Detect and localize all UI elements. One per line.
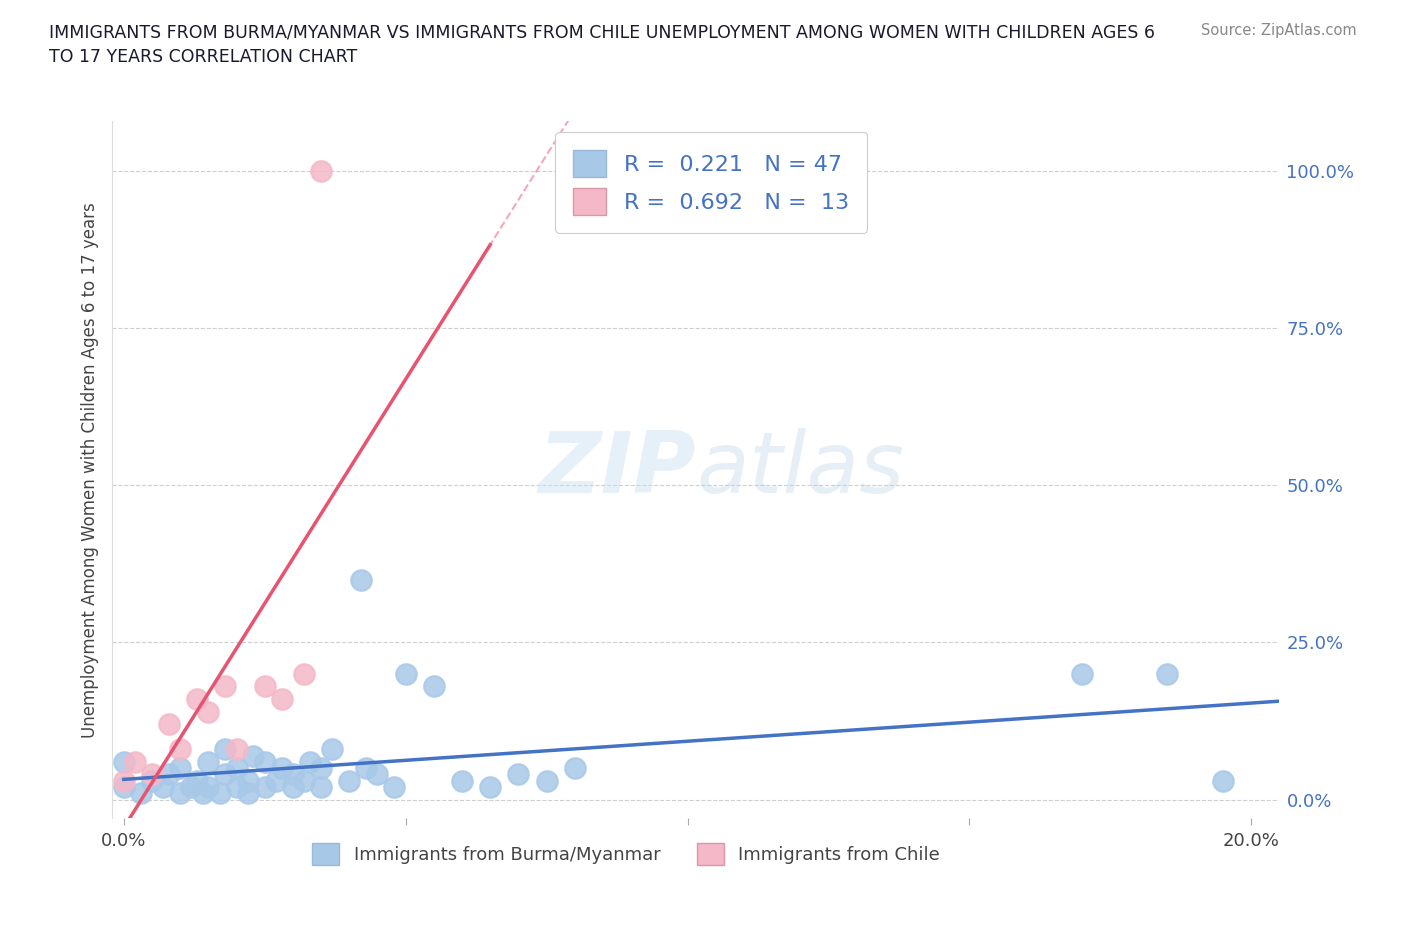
Point	[253, 679, 276, 694]
Point	[1071, 667, 1094, 682]
Legend: Immigrants from Burma/Myanmar, Immigrants from Chile: Immigrants from Burma/Myanmar, Immigrant…	[305, 836, 948, 872]
Point	[292, 667, 315, 682]
Point	[225, 742, 247, 757]
Point	[354, 761, 377, 776]
Point	[536, 773, 558, 788]
Point	[253, 754, 276, 769]
Point	[141, 767, 163, 782]
Point	[309, 761, 332, 776]
Point	[321, 742, 343, 757]
Text: atlas: atlas	[696, 428, 904, 512]
Point	[191, 786, 214, 801]
Point	[112, 773, 135, 788]
Point	[180, 779, 202, 794]
Point	[124, 754, 146, 769]
Point	[508, 767, 530, 782]
Point	[382, 779, 405, 794]
Point	[236, 773, 259, 788]
Point	[112, 779, 135, 794]
Point	[337, 773, 360, 788]
Point	[1156, 667, 1178, 682]
Point	[1212, 773, 1234, 788]
Point	[157, 717, 180, 732]
Point	[349, 572, 371, 587]
Point	[564, 761, 586, 776]
Point	[112, 754, 135, 769]
Text: ZIP: ZIP	[538, 428, 696, 512]
Point	[253, 779, 276, 794]
Point	[197, 754, 219, 769]
Y-axis label: Unemployment Among Women with Children Ages 6 to 17 years: Unemployment Among Women with Children A…	[80, 202, 98, 737]
Point	[309, 779, 332, 794]
Point	[366, 767, 388, 782]
Point	[281, 779, 304, 794]
Point	[214, 767, 236, 782]
Point	[264, 773, 287, 788]
Point	[208, 786, 231, 801]
Point	[197, 704, 219, 719]
Point	[242, 748, 264, 763]
Point	[141, 773, 163, 788]
Point	[169, 761, 191, 776]
Point	[225, 761, 247, 776]
Point	[152, 779, 174, 794]
Point	[479, 779, 502, 794]
Point	[281, 767, 304, 782]
Point	[451, 773, 474, 788]
Text: Source: ZipAtlas.com: Source: ZipAtlas.com	[1201, 23, 1357, 38]
Point	[236, 786, 259, 801]
Point	[395, 667, 418, 682]
Point	[423, 679, 446, 694]
Point	[157, 767, 180, 782]
Point	[298, 754, 321, 769]
Point	[186, 773, 208, 788]
Point	[186, 692, 208, 707]
Point	[292, 773, 315, 788]
Point	[225, 779, 247, 794]
Point	[197, 779, 219, 794]
Point	[214, 679, 236, 694]
Point	[129, 786, 152, 801]
Point	[270, 692, 292, 707]
Text: IMMIGRANTS FROM BURMA/MYANMAR VS IMMIGRANTS FROM CHILE UNEMPLOYMENT AMONG WOMEN : IMMIGRANTS FROM BURMA/MYANMAR VS IMMIGRA…	[49, 23, 1156, 66]
Point	[169, 786, 191, 801]
Point	[214, 742, 236, 757]
Point	[309, 164, 332, 179]
Point	[169, 742, 191, 757]
Point	[270, 761, 292, 776]
